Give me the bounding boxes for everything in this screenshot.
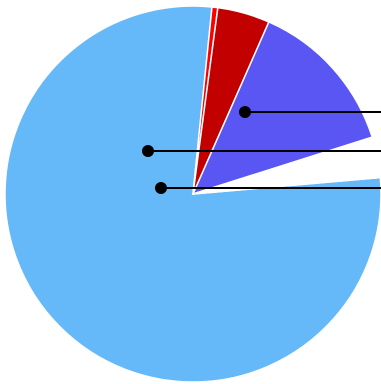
- pie-slices: [4, 5, 381, 383]
- leader-dot-3: [155, 182, 167, 194]
- leader-dot-1: [239, 106, 251, 118]
- leader-dot-2: [142, 145, 154, 157]
- leader-lines: [142, 106, 381, 194]
